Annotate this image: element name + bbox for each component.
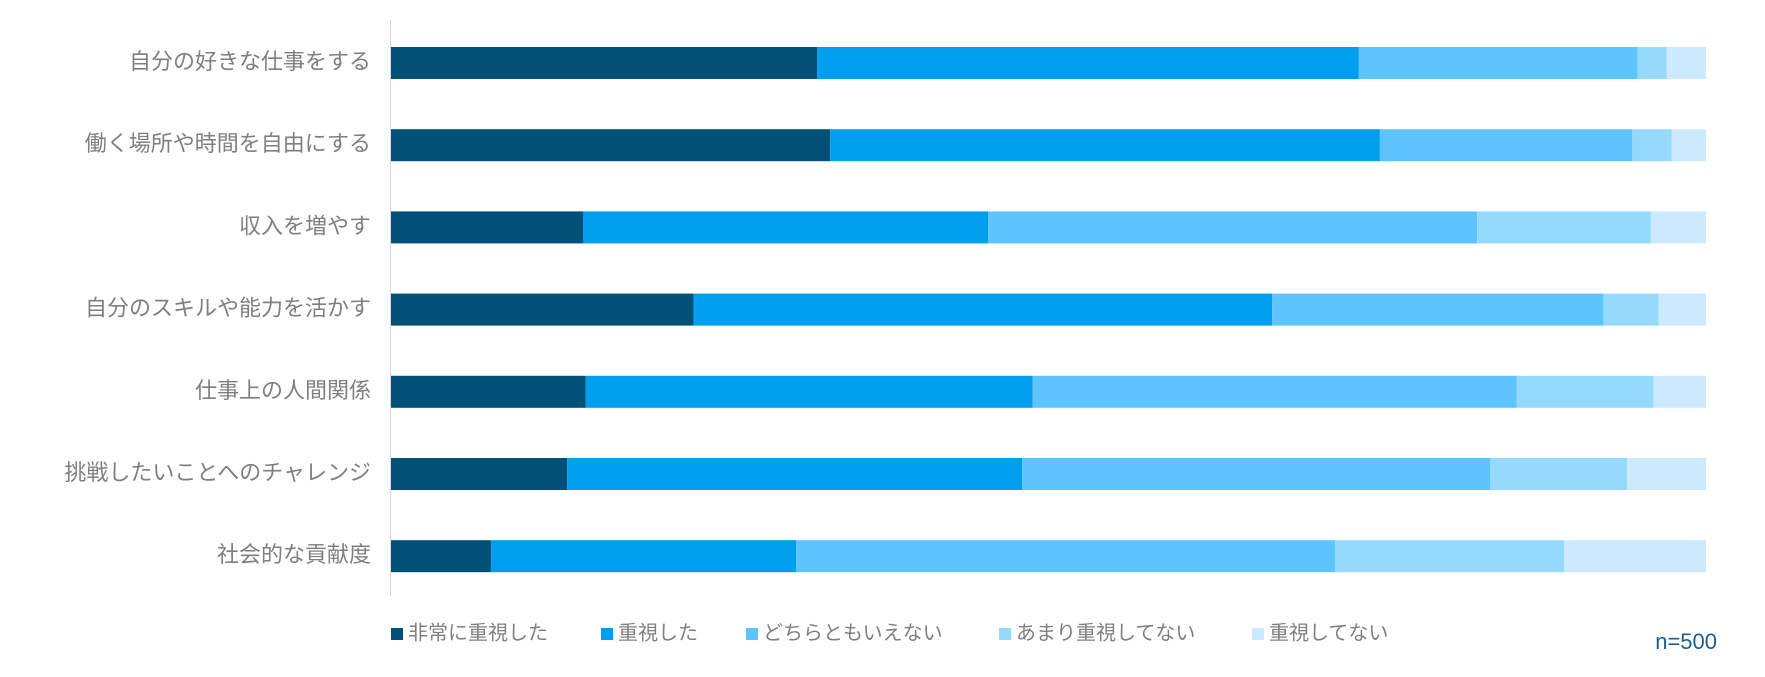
- bar-segment: [1653, 375, 1706, 408]
- bar-segment: [1335, 540, 1564, 573]
- bar-segment: [1658, 293, 1706, 326]
- bar-segment: [1637, 47, 1667, 79]
- bar-segment: [1477, 211, 1651, 244]
- bar-segment: [391, 458, 568, 490]
- bar-segment: [1603, 293, 1659, 326]
- category-label: 社会的な貢献度: [217, 543, 371, 568]
- sample-size-note: n=500: [1655, 629, 1717, 654]
- legend-label: どちらともいえない: [763, 621, 943, 645]
- legend-label: 非常に重視した: [408, 621, 548, 645]
- legend-swatch: [391, 628, 403, 640]
- bar-segment: [1563, 540, 1706, 573]
- bar-segment: [391, 129, 831, 162]
- bar-segment: [1650, 211, 1706, 244]
- legend-label: あまり重視してない: [1016, 621, 1195, 645]
- legend-swatch: [1252, 628, 1264, 640]
- category-label: 収入を増やす: [239, 214, 371, 239]
- bar-segment: [582, 211, 989, 244]
- bar-segment: [1358, 47, 1638, 79]
- bar-segment: [391, 211, 583, 244]
- category-label: 働く場所や時間を自由にする: [85, 132, 371, 157]
- bar-segment: [391, 540, 491, 573]
- category-label: 自分の好きな仕事をする: [129, 50, 371, 75]
- category-label: 自分のスキルや能力を活かす: [85, 297, 371, 322]
- bar-segment: [585, 375, 1033, 408]
- bar-segment: [1379, 129, 1633, 162]
- legend-swatch: [746, 628, 758, 640]
- bar-segment: [693, 293, 1273, 326]
- bar-segment: [817, 47, 1359, 79]
- bar-segment: [490, 540, 797, 573]
- bar-segment: [567, 458, 1023, 490]
- bar-segment: [391, 293, 694, 326]
- legend-swatch: [601, 628, 613, 640]
- bar-segment: [1032, 375, 1517, 408]
- bar-segment: [988, 211, 1478, 244]
- bar-segment: [1490, 458, 1628, 490]
- legend-label: 重視した: [618, 621, 698, 645]
- bar-segment: [1666, 47, 1706, 79]
- bar-segment: [1022, 458, 1491, 490]
- bar-segment: [1627, 458, 1706, 490]
- bar-segment: [1671, 129, 1706, 162]
- bar-segment: [1516, 375, 1654, 408]
- category-label: 挑戦したいことへのチャレンジ: [64, 461, 371, 486]
- bar-segment: [1632, 129, 1672, 162]
- bar-segment: [391, 375, 586, 408]
- bar-segment: [1272, 293, 1604, 326]
- legend-label: 重視してない: [1269, 621, 1388, 645]
- category-label: 仕事上の人間関係: [195, 379, 371, 404]
- bar-segment: [391, 47, 818, 79]
- legend-swatch: [999, 628, 1011, 640]
- bar-segment: [796, 540, 1336, 573]
- bar-segment: [830, 129, 1380, 162]
